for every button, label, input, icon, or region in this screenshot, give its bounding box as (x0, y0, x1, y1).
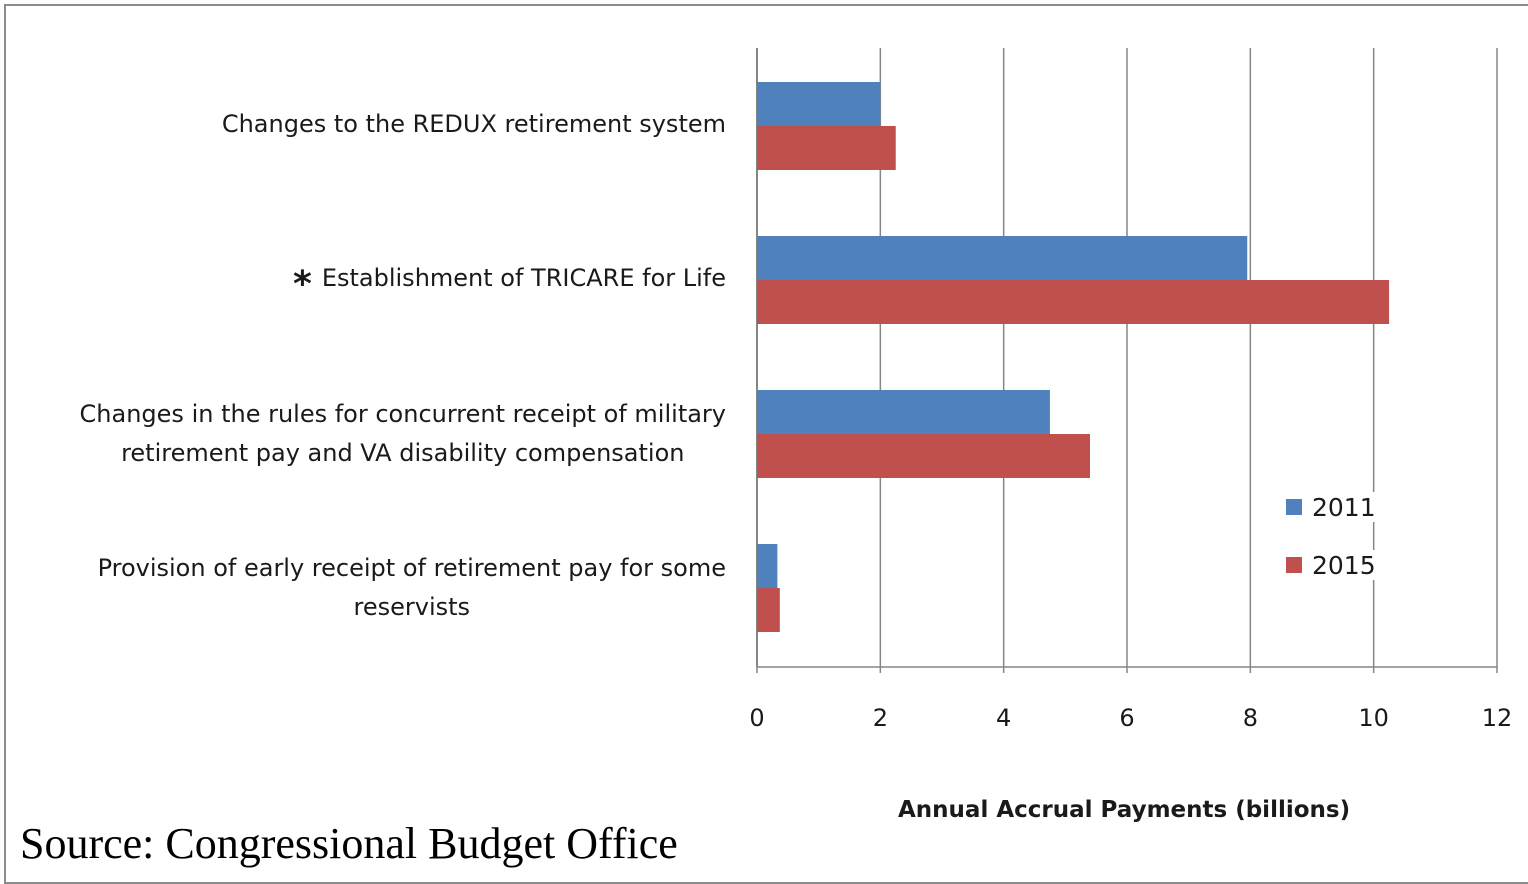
category-label-text: retirement pay and VA disability compens… (121, 439, 685, 467)
category-label-line: Changes in the rules for concurrent rece… (80, 395, 726, 434)
bar-2011-category-3 (757, 390, 1050, 434)
category-label-4: Provision of early receipt of retirement… (98, 549, 726, 627)
x-tick-label-6: 6 (1119, 704, 1134, 732)
asterisk-marker: * (293, 263, 312, 305)
category-label-line: retirement pay and VA disability compens… (80, 434, 726, 473)
bar-2011-category-2 (757, 236, 1248, 280)
category-label-3: Changes in the rules for concurrent rece… (80, 395, 726, 473)
bar-2015-category-1 (757, 126, 896, 170)
x-axis-title: Annual Accrual Payments (billions) (898, 797, 1351, 823)
category-label-text: Changes in the rules for concurrent rece… (79, 400, 726, 428)
category-label-line: * Establishment of TRICARE for Life (293, 259, 726, 304)
x-tick-label-8: 8 (1243, 704, 1258, 732)
legend-label: 2011 (1312, 492, 1376, 522)
bar-2015-category-3 (757, 434, 1090, 478)
legend-label: 2015 (1312, 550, 1376, 580)
bar-2011-category-1 (757, 82, 881, 126)
bar-2015-category-2 (757, 280, 1390, 324)
x-tick-label-10: 10 (1358, 704, 1389, 732)
legend-item-2015: 2015 (1286, 550, 1384, 580)
x-tick-label-2: 2 (873, 704, 888, 732)
category-label-line: Changes to the REDUX retirement system (222, 105, 726, 144)
bar-2015-category-4 (757, 588, 780, 632)
category-label-line: reservists (98, 588, 726, 627)
legend-item-2011: 2011 (1286, 492, 1384, 522)
x-tick-label-4: 4 (996, 704, 1011, 732)
x-tick-label-0: 0 (749, 704, 764, 732)
category-label-1: Changes to the REDUX retirement system (222, 105, 726, 144)
category-label-text: reservists (353, 593, 471, 621)
source-note: Source: Congressional Budget Office (20, 819, 678, 868)
category-label-line: Provision of early receipt of retirement… (98, 549, 726, 588)
category-label-text: Provision of early receipt of retirement… (97, 554, 726, 582)
legend-swatch (1286, 557, 1302, 573)
category-label-text: Establishment of TRICARE for Life (321, 263, 726, 292)
category-label-2: * Establishment of TRICARE for Life (293, 259, 726, 304)
x-tick-label-12: 12 (1482, 704, 1513, 732)
category-label-text: Changes to the REDUX retirement system (221, 109, 726, 138)
bar-2011-category-4 (757, 544, 778, 588)
legend-swatch (1286, 499, 1302, 515)
